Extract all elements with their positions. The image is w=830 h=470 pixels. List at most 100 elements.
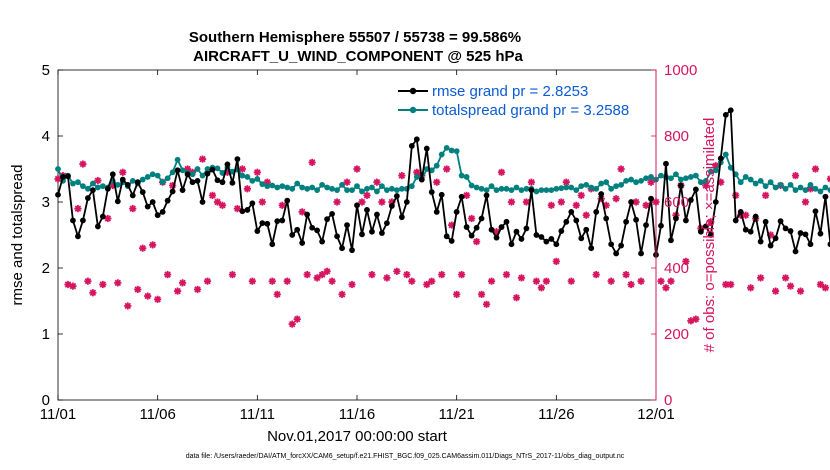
obs-count-point [507,198,516,206]
obs-count-point [318,271,326,279]
obs-count-point [582,211,590,219]
rmse-point [687,197,694,203]
rmse-point [164,197,171,204]
rmse-point [673,215,679,222]
totalspread-point [75,179,81,186]
rmse-point [299,240,306,246]
totalspread-point [359,188,365,195]
totalspread-point [458,172,465,179]
totalspread-point [254,176,261,182]
rmse-point [209,166,216,173]
totalspread-point [334,187,340,194]
totalspread-point [374,188,380,195]
totalspread-point [179,167,186,174]
obs-count-point [473,238,481,246]
obs-count-point [438,271,446,279]
obs-count-point [248,277,256,285]
totalspread-point [149,171,156,178]
totalspread-point [692,172,699,179]
rmse-point [752,213,759,220]
rmse-point [139,189,146,196]
rmse-point [558,228,565,234]
totalspread-point [483,187,490,194]
totalspread-point [683,175,689,182]
rmse-point [129,192,136,199]
obs-count-point [433,178,441,186]
rmse-point [393,193,400,199]
totalspread-point [712,167,719,174]
obs-count-point [273,290,281,298]
totalspread-point [583,181,590,188]
obs-count-point [119,168,127,176]
rmse-point [777,218,784,225]
rmse-point [119,176,126,183]
obs-count-point [114,279,122,287]
totalspread-point [802,187,809,194]
obs-count-point [727,280,735,289]
obs-count-point [193,285,202,294]
totalspread-point [638,177,644,184]
rmse-point [643,222,649,229]
obs-count-point [383,274,391,282]
totalspread-point [618,181,625,188]
totalspread-point [493,187,500,194]
rmse-point [518,236,525,242]
totalspread-point [757,177,764,184]
totalspread-point [508,187,515,194]
y-axis-right-label: # of obs: o=possible; ×=assimilated [701,118,718,353]
totalspread-series [55,144,830,195]
rmse-point [244,207,251,213]
totalspread-point [543,187,550,194]
y-right-tick-label: 800 [664,128,689,145]
obs-count-point [139,244,147,252]
totalspread-point [194,166,201,172]
rmse-point [618,242,625,249]
rmse-point [284,197,291,204]
totalspread-point [408,183,415,190]
obs-count-point [811,165,820,173]
rmse-point [104,185,111,192]
rmse-point [553,241,560,248]
totalspread-point [269,182,276,189]
totalspread-point [573,187,580,194]
x-tick-label: 11/01 [40,406,76,423]
rmse-point [563,218,570,225]
obs-count-point [253,168,261,176]
rmse-point [533,232,540,238]
obs-count-point [84,277,92,285]
totalspread-point [603,179,610,186]
rmse-point [359,231,365,238]
rmse-point [453,209,460,215]
rmse-point [70,217,76,224]
y-left-tick-label: 2 [42,260,50,277]
totalspread-point [747,176,754,183]
obs-count-point [592,271,600,279]
rmse-point [468,232,475,239]
chart-title: Southern Hemisphere 55507 / 55738 = 99.5… [189,29,521,46]
obs-count-point [757,274,765,282]
totalspread-point [752,180,759,187]
totalspread-point [314,187,321,194]
rmse-point [319,238,326,245]
totalspread-point [99,183,106,190]
totalspread-point [393,187,400,194]
rmse-point [772,235,779,242]
rmse-point [329,210,335,217]
rmse-point [99,213,106,220]
totalspread-point [114,181,121,188]
totalspread-point [558,185,565,192]
obs-count-point [443,165,451,173]
totalspread-point [274,184,281,191]
rmse-point [219,179,226,186]
rmse-point [159,209,166,215]
x-tick-label: 11/26 [538,406,574,423]
rmse-point [528,187,535,194]
rmse-point [508,241,515,248]
totalspread-point [364,185,370,192]
legend: rmse grand pr = 2.8253 totalspread grand… [398,83,629,119]
obs-count-point [517,274,526,282]
totalspread-point [55,166,61,172]
y-left-tick-label: 0 [42,392,50,409]
obs-count-point [557,198,565,206]
rmse-point [408,143,415,149]
